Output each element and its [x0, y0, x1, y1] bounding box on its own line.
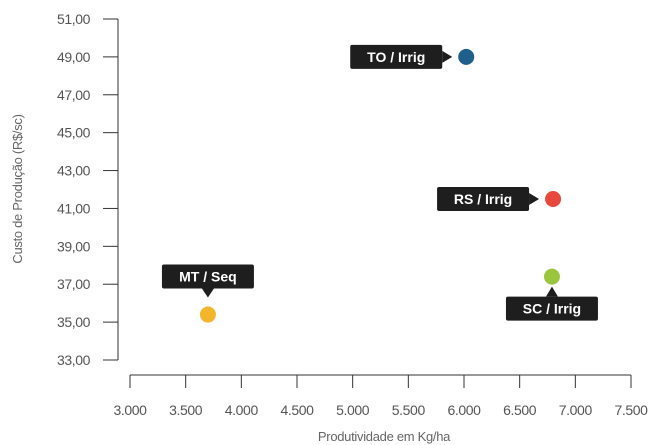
y-tick-label: 39,00: [57, 238, 91, 254]
y-tick-label: 33,00: [57, 352, 91, 368]
x-axis: 3.000 3.500 4.000 4.500 5.000 5.500 6.000 6.500…: [113, 374, 649, 418]
y-axis: 33,00 35,00 37,00 39,00 41,00 43,00 45,00 47,00…: [57, 11, 119, 368]
callout-box: [437, 186, 530, 211]
data-points: TO / Irrig RS / Irrig SC / Irrig MT / Seq: [161, 44, 598, 323]
y-tick-label: 45,00: [57, 125, 91, 141]
scatter-point: [458, 48, 475, 65]
y-tick-label: 47,00: [57, 87, 91, 103]
y-tick-label: 35,00: [57, 314, 91, 330]
point-label: TO / Irrig: [367, 49, 425, 65]
x-tick-label: 6.000: [447, 402, 481, 418]
callout-pointer: [529, 192, 540, 205]
x-tick-label: 3.000: [113, 402, 147, 418]
scatter-point: [545, 190, 562, 207]
callout-pointer: [442, 50, 453, 63]
x-tick-label: 3.500: [169, 402, 203, 418]
data-point-group: TO / Irrig: [350, 44, 475, 69]
x-tick-label: 5.000: [336, 402, 370, 418]
callout-box: [350, 44, 443, 69]
y-axis-title: Custo de Produção (R$/sc): [10, 114, 25, 263]
y-tick-label: 49,00: [57, 49, 91, 65]
data-point-group: SC / Irrig: [505, 268, 598, 321]
point-label: SC / Irrig: [523, 301, 581, 317]
point-label: RS / Irrig: [454, 191, 512, 207]
y-tick-label: 51,00: [57, 11, 91, 27]
callout-box: [161, 264, 254, 289]
y-tick-label: 41,00: [57, 200, 91, 216]
y-tick-label: 37,00: [57, 276, 91, 292]
x-tick-label: 7.500: [614, 402, 648, 418]
x-tick-label: 4.500: [280, 402, 314, 418]
data-point-group: MT / Seq: [161, 264, 254, 323]
scatter-point: [199, 306, 216, 323]
data-point-group: RS / Irrig: [437, 186, 562, 211]
y-tick-label: 43,00: [57, 163, 91, 179]
callout-pointer: [201, 288, 214, 298]
x-tick-label: 4.000: [225, 402, 259, 418]
x-tick-label: 6.500: [503, 402, 537, 418]
callout-pointer: [545, 286, 558, 297]
point-label: MT / Seq: [179, 269, 237, 285]
x-tick-label: 5.500: [392, 402, 426, 418]
callout-box: [505, 296, 598, 321]
x-tick-label: 7.000: [559, 402, 593, 418]
x-axis-title: Produtividade em Kg/ha: [318, 429, 451, 444]
scatter-point: [543, 268, 560, 285]
